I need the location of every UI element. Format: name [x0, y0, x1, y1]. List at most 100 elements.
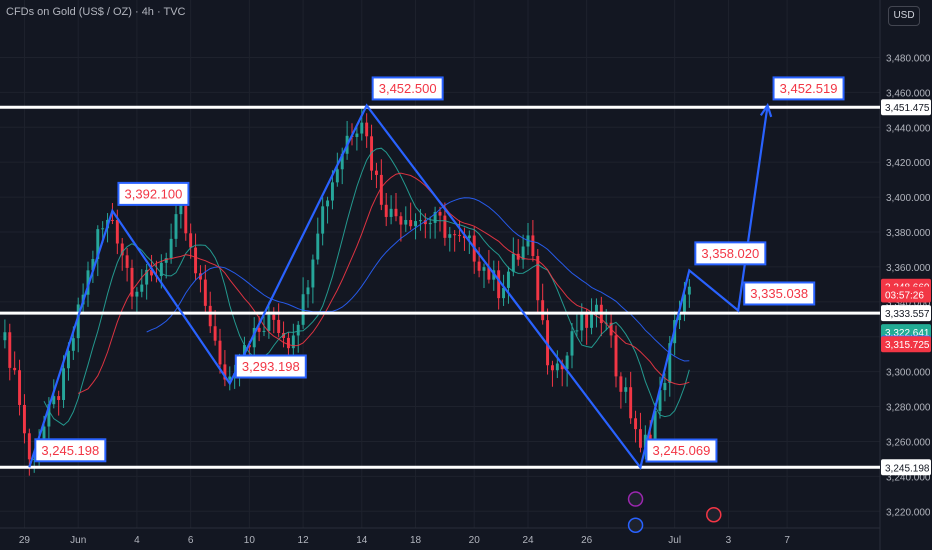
candle-body — [282, 332, 286, 338]
candle-body — [438, 211, 442, 216]
candle-body — [228, 376, 232, 380]
annotation-label: 3,245.069 — [653, 443, 711, 458]
price-tag-box — [881, 459, 931, 476]
candle-body — [76, 304, 80, 339]
candle-body — [326, 200, 330, 207]
candle-body — [682, 294, 686, 313]
y-tick-label: 3,240.000 — [886, 472, 931, 483]
candle-body — [379, 174, 383, 205]
candle-body — [550, 365, 554, 371]
candle-body — [389, 208, 393, 217]
candle-body — [213, 326, 217, 341]
x-tick-label: 24 — [522, 535, 534, 546]
annotation-label: 3,245.198 — [41, 443, 99, 458]
moving-average-line — [77, 172, 690, 394]
candle-body — [316, 233, 320, 260]
moving-average-line — [146, 197, 690, 362]
price-annotation[interactable]: 3,358.020 — [694, 241, 767, 266]
candle-body — [57, 396, 61, 400]
currency-button[interactable]: USD — [888, 6, 920, 26]
candle-body — [423, 220, 427, 225]
candle-body — [194, 247, 198, 274]
price-annotation[interactable]: 3,392.100 — [117, 181, 190, 206]
x-tick-label: Jul — [668, 535, 681, 546]
candle-body — [252, 327, 256, 348]
candle-body — [360, 122, 364, 134]
candle-body — [575, 330, 579, 332]
annotation-box — [234, 354, 307, 379]
x-tick-label: 26 — [581, 535, 593, 546]
candle-body — [8, 332, 12, 368]
candle-body — [658, 390, 662, 411]
candle-body — [62, 368, 66, 400]
candle-body — [409, 219, 413, 227]
candle-body — [634, 418, 638, 430]
candle-body — [18, 370, 22, 405]
candle-body — [110, 219, 114, 221]
candle-body — [614, 335, 618, 377]
annotation-label: 3,392.100 — [125, 186, 183, 201]
price-tag-label: 3,451.475 — [885, 103, 930, 114]
annotation-box — [117, 181, 190, 206]
candle-body — [531, 235, 535, 257]
price-tag-label: 3,322.641 — [885, 328, 930, 339]
candle-body — [365, 122, 369, 137]
candle-body — [497, 270, 501, 299]
candle-body — [203, 279, 207, 306]
candle-body — [585, 312, 589, 328]
x-tick-label: 12 — [298, 535, 310, 546]
candle-body — [184, 200, 188, 234]
candle-body — [223, 364, 227, 380]
candle-body — [643, 434, 647, 448]
candle-body — [101, 228, 105, 230]
candle-body — [42, 426, 46, 444]
price-tag-label: 03:57:26 — [885, 290, 924, 301]
price-annotation[interactable]: 3,452.500 — [371, 76, 444, 101]
chart-title: CFDs on Gold (US$ / OZ) · 4h · TVC — [6, 6, 186, 18]
candle-body — [619, 376, 623, 392]
candle-body — [257, 327, 261, 332]
candle-body — [638, 429, 642, 448]
candle-body — [428, 222, 432, 225]
annotation-label: 3,293.198 — [242, 359, 300, 374]
candle-body — [570, 331, 574, 356]
candle-body — [140, 284, 144, 292]
price-annotation[interactable]: 3,293.198 — [234, 354, 307, 379]
candle-body — [668, 343, 672, 383]
candle-body — [560, 363, 564, 370]
y-tick-label: 3,220.000 — [886, 507, 931, 518]
y-tick-label: 3,480.000 — [886, 53, 931, 64]
price-annotation[interactable]: 3,335.038 — [743, 281, 816, 306]
zigzag-projection-line — [28, 103, 769, 471]
price-annotation[interactable]: 3,245.069 — [645, 438, 718, 463]
candle-body — [487, 267, 491, 280]
candle-body — [555, 363, 559, 371]
candle-body — [164, 258, 168, 263]
candle-body — [467, 235, 471, 239]
candle-body — [653, 410, 657, 440]
candle-body — [687, 286, 691, 295]
candle-body — [394, 208, 398, 217]
candle-body — [296, 324, 300, 336]
candle-body — [277, 319, 281, 333]
candle-body — [448, 234, 452, 238]
candle-body — [174, 214, 178, 239]
x-tick-label: Jun — [70, 535, 86, 546]
candle-body — [135, 291, 139, 297]
candle-body — [27, 433, 31, 460]
candle-body — [399, 216, 403, 225]
candle-body — [66, 350, 70, 369]
candle-body — [521, 246, 525, 260]
candle-body — [477, 261, 481, 271]
x-tick-label: 18 — [410, 535, 422, 546]
candle-body — [370, 136, 374, 171]
candle-body — [145, 269, 149, 285]
price-annotation[interactable]: 3,452.519 — [772, 76, 845, 101]
candle-body — [321, 206, 325, 234]
x-tick-label: 7 — [784, 535, 790, 546]
candle-body — [86, 270, 90, 295]
price-tag-box — [881, 99, 931, 116]
event-icon — [627, 517, 644, 533]
price-annotation[interactable]: 3,245.198 — [34, 438, 107, 463]
